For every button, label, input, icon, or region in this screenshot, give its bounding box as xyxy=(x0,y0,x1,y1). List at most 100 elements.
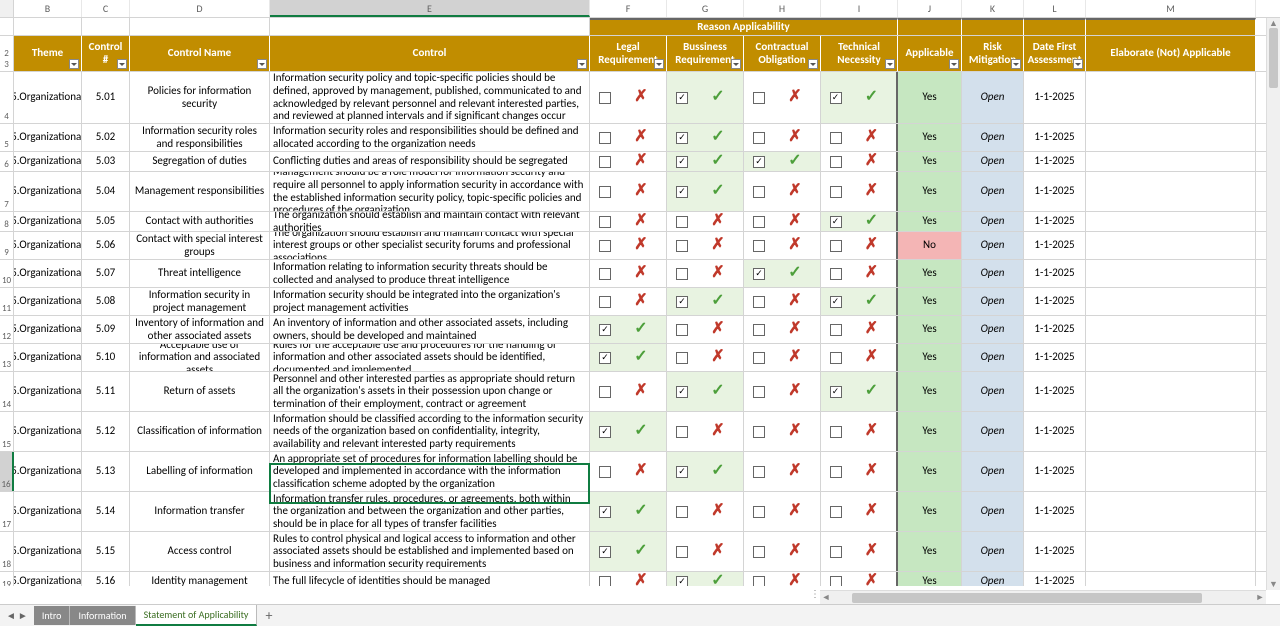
blank-cell[interactable] xyxy=(270,18,590,35)
cell-applicable[interactable]: Yes xyxy=(898,344,962,371)
reason-checkbox[interactable] xyxy=(830,296,842,308)
cell-reason-H[interactable]: ✗ xyxy=(744,232,821,259)
reason-checkbox[interactable] xyxy=(830,216,842,228)
cell-reason-I[interactable]: ✗ xyxy=(821,452,898,491)
cell-reason-H[interactable]: ✗ xyxy=(744,172,821,211)
reason-checkbox[interactable] xyxy=(830,156,842,168)
cell-reason-F[interactable]: ✗ xyxy=(590,452,667,491)
reason-checkbox[interactable] xyxy=(599,576,611,587)
cell-reason-G[interactable]: ✓ xyxy=(667,172,744,211)
cell-risk[interactable]: Open xyxy=(962,316,1024,343)
cell-control-num[interactable]: 5.07 xyxy=(82,260,130,287)
reason-checkbox[interactable] xyxy=(830,92,842,104)
reason-checkbox[interactable] xyxy=(830,546,842,558)
cell-control-num[interactable]: 5.06 xyxy=(82,232,130,259)
reason-checkbox[interactable] xyxy=(599,546,611,558)
cell-risk[interactable]: Open xyxy=(962,212,1024,231)
cell-reason-F[interactable]: ✗ xyxy=(590,232,667,259)
header-control[interactable]: Control xyxy=(270,36,590,71)
cell-theme[interactable]: 5.Organizational xyxy=(14,72,82,123)
cell-applicable[interactable]: Yes xyxy=(898,212,962,231)
tab-information[interactable]: Information xyxy=(70,606,135,625)
reason-checkbox[interactable] xyxy=(599,186,611,198)
cell-reason-H[interactable]: ✗ xyxy=(744,316,821,343)
cell-applicable[interactable]: Yes xyxy=(898,412,962,451)
cell-reason-G[interactable]: ✓ xyxy=(667,124,744,151)
cell-risk[interactable]: Open xyxy=(962,412,1024,451)
header-contractual[interactable]: Contractual Obligation xyxy=(744,36,821,71)
cell-date[interactable]: 1-1-2025 xyxy=(1024,152,1086,171)
cell-elaborate[interactable] xyxy=(1086,172,1256,211)
cell-reason-G[interactable]: ✗ xyxy=(667,260,744,287)
cell-reason-I[interactable]: ✗ xyxy=(821,412,898,451)
cell-control-name[interactable]: Classification of information xyxy=(130,412,270,451)
cell-elaborate[interactable] xyxy=(1086,152,1256,171)
col-header-C[interactable]: C xyxy=(82,0,130,17)
filter-btn-contractual[interactable] xyxy=(808,59,818,69)
reason-checkbox[interactable] xyxy=(676,186,688,198)
cell-reason-H[interactable]: ✗ xyxy=(744,212,821,231)
cell-applicable[interactable]: Yes xyxy=(898,124,962,151)
reason-checkbox[interactable] xyxy=(830,576,842,587)
cell-risk[interactable]: Open xyxy=(962,492,1024,531)
reason-checkbox[interactable] xyxy=(753,156,765,168)
cell-risk[interactable]: Open xyxy=(962,172,1024,211)
reason-checkbox[interactable] xyxy=(599,426,611,438)
cell-theme[interactable]: 5.Organizational xyxy=(14,452,82,491)
horizontal-scrollbar[interactable]: ◄ ► xyxy=(820,590,1266,604)
cell-reason-F[interactable]: ✗ xyxy=(590,152,667,171)
cell-reason-G[interactable]: ✗ xyxy=(667,316,744,343)
cell-date[interactable]: 1-1-2025 xyxy=(1024,212,1086,231)
cell-elaborate[interactable] xyxy=(1086,124,1256,151)
header-elaborate[interactable]: Elaborate (Not) Applicable xyxy=(1086,36,1256,71)
vertical-scroll-thumb[interactable] xyxy=(1269,28,1278,88)
row-number[interactable]: 16 xyxy=(0,452,14,491)
reason-checkbox[interactable] xyxy=(599,506,611,518)
blank-cell[interactable] xyxy=(130,18,270,35)
cell-control-num[interactable]: 5.05 xyxy=(82,212,130,231)
cell-date[interactable]: 1-1-2025 xyxy=(1024,232,1086,259)
cell-elaborate[interactable] xyxy=(1086,212,1256,231)
select-all-corner[interactable] xyxy=(0,0,14,17)
reason-checkbox[interactable] xyxy=(830,240,842,252)
reason-checkbox[interactable] xyxy=(599,386,611,398)
cell-control-name[interactable]: Segregation of duties xyxy=(130,152,270,171)
reason-checkbox[interactable] xyxy=(676,92,688,104)
cell-date[interactable]: 1-1-2025 xyxy=(1024,288,1086,315)
reason-checkbox[interactable] xyxy=(753,132,765,144)
cell-control-text[interactable]: Information should be classified accordi… xyxy=(270,412,590,451)
reason-checkbox[interactable] xyxy=(599,216,611,228)
cell-applicable[interactable]: Yes xyxy=(898,492,962,531)
vertical-scrollbar[interactable]: ▲ ▼ xyxy=(1266,18,1280,590)
filter-btn-legal[interactable] xyxy=(654,59,664,69)
cell-date[interactable]: 1-1-2025 xyxy=(1024,452,1086,491)
cell-control-num[interactable]: 5.13 xyxy=(82,452,130,491)
cell-reason-G[interactable]: ✗ xyxy=(667,232,744,259)
cell-risk[interactable]: Open xyxy=(962,288,1024,315)
cell-control-name[interactable]: Management responsibilities xyxy=(130,172,270,211)
row-number[interactable]: 9 xyxy=(0,232,14,259)
reason-checkbox[interactable] xyxy=(753,324,765,336)
cell-date[interactable]: 1-1-2025 xyxy=(1024,260,1086,287)
cell-control-num[interactable]: 5.08 xyxy=(82,288,130,315)
cell-control-name[interactable]: Identity management xyxy=(130,572,270,586)
cell-control-name[interactable]: Labelling of information xyxy=(130,452,270,491)
cell-reason-F[interactable]: ✗ xyxy=(590,212,667,231)
reason-checkbox[interactable] xyxy=(599,296,611,308)
cell-reason-I[interactable]: ✗ xyxy=(821,344,898,371)
cell-theme[interactable]: 5.Organizational xyxy=(14,532,82,571)
cell-reason-I[interactable]: ✓ xyxy=(821,72,898,123)
reason-checkbox[interactable] xyxy=(830,466,842,478)
reason-checkbox[interactable] xyxy=(599,268,611,280)
col-header-I[interactable]: I xyxy=(821,0,898,17)
cell-control-name[interactable]: Threat intelligence xyxy=(130,260,270,287)
cell-applicable[interactable]: Yes xyxy=(898,532,962,571)
reason-checkbox[interactable] xyxy=(753,426,765,438)
col-header-F[interactable]: F xyxy=(590,0,667,17)
cell-control-text[interactable]: An appropriate set of procedures for inf… xyxy=(270,452,590,491)
horizontal-scroll-thumb[interactable] xyxy=(852,593,1202,603)
cell-reason-G[interactable]: ✗ xyxy=(667,492,744,531)
cell-reason-H[interactable]: ✗ xyxy=(744,72,821,123)
header-risk[interactable]: Risk Mitigation xyxy=(962,36,1024,71)
scroll-split-handle[interactable]: ⋮ xyxy=(810,587,820,600)
